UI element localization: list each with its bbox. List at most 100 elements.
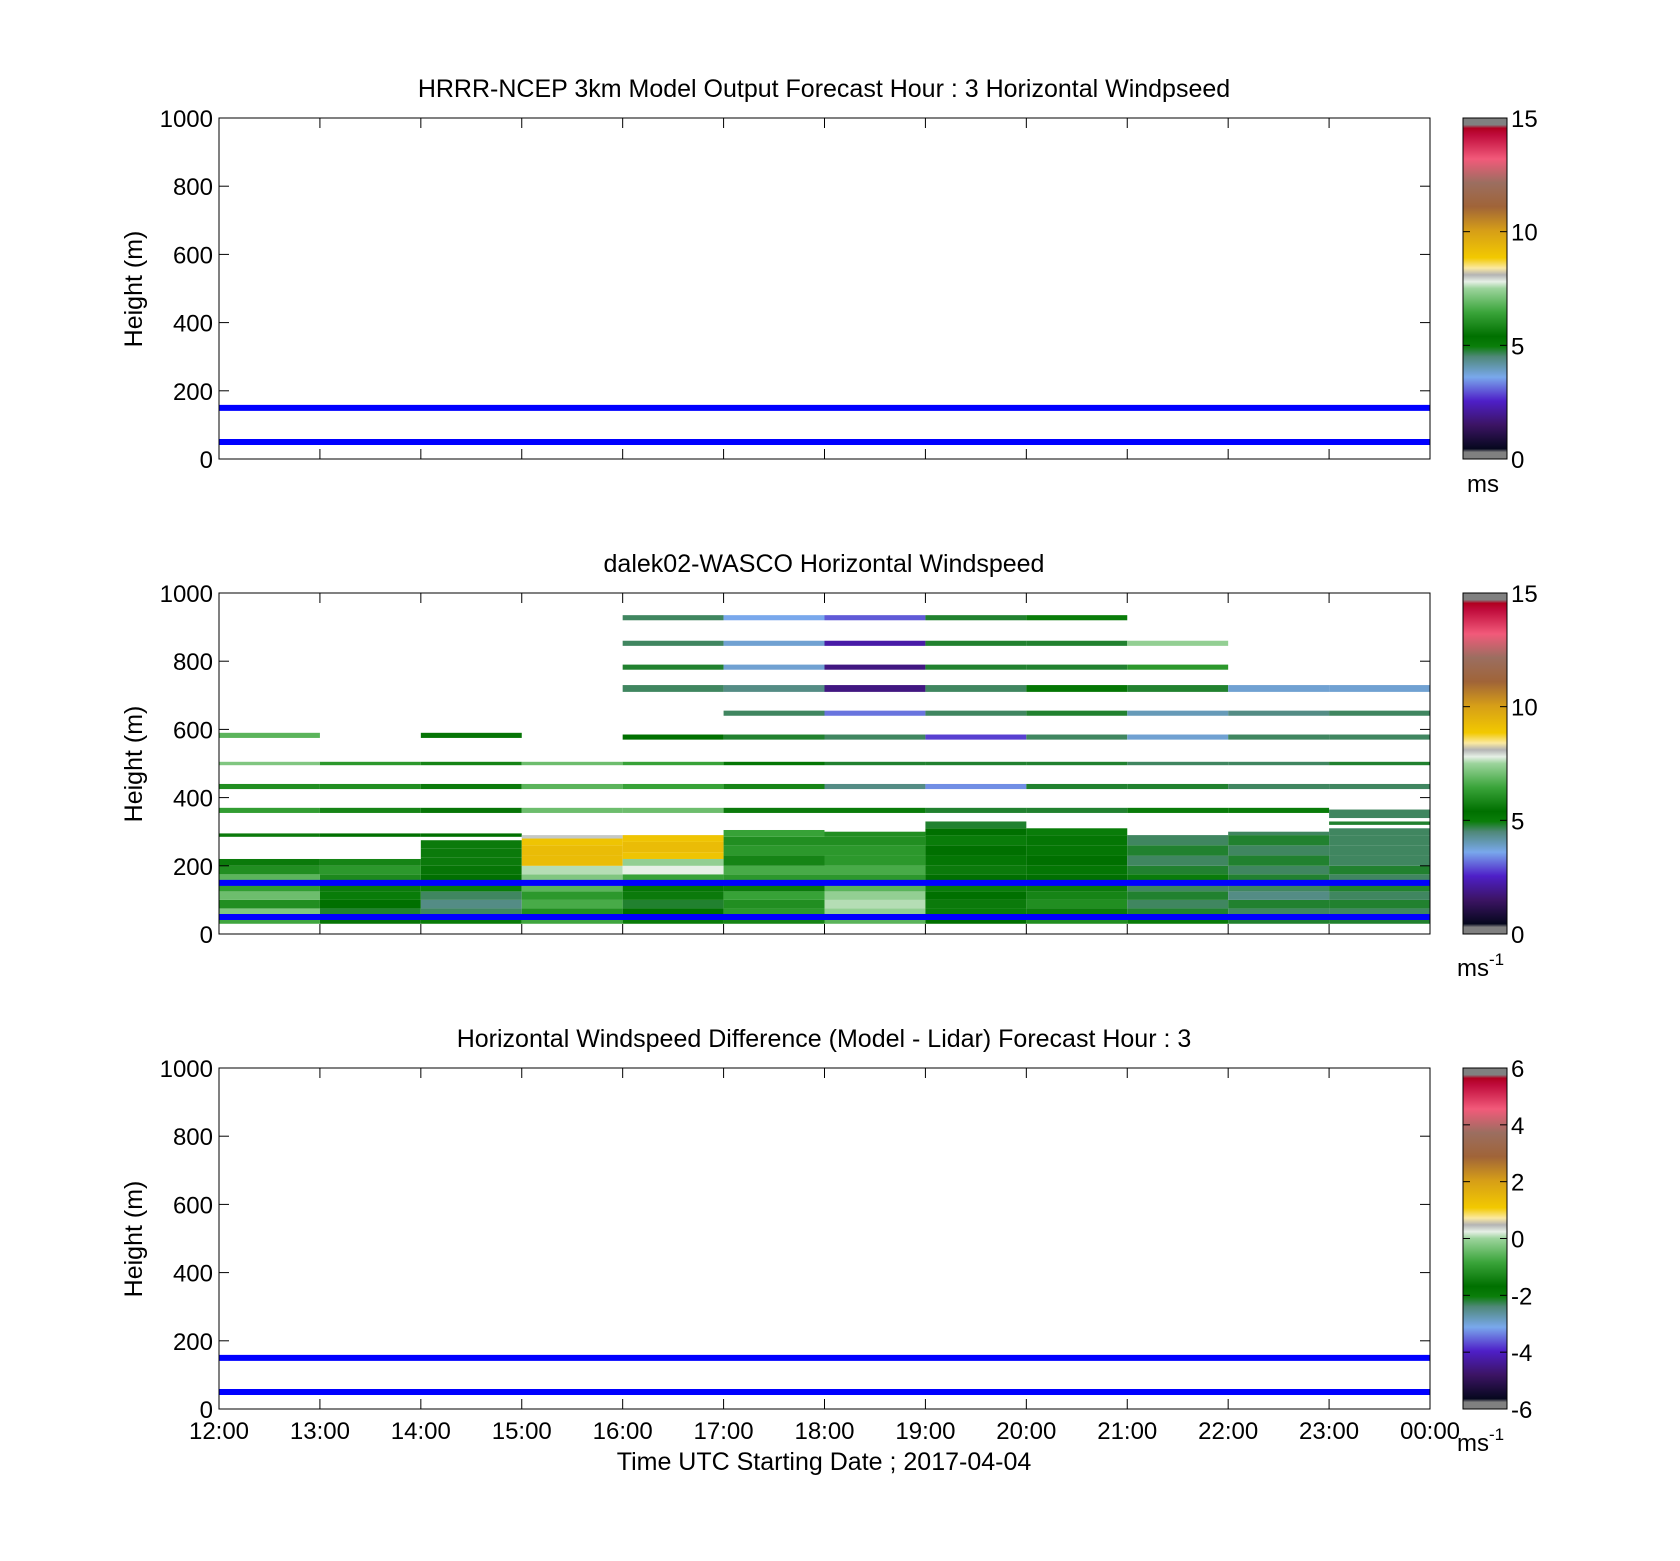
x-tick-label: 17:00 [694,1418,754,1445]
x-tick-label: 23:00 [1299,1418,1359,1445]
heatmap-cell [824,710,926,716]
heatmap-cell [925,899,1027,909]
heatmap-cell [420,874,522,883]
heatmap-cell [521,761,623,766]
heatmap-cell [925,615,1027,621]
heatmap-cell [319,891,421,900]
y-tick-label: 400 [173,786,213,813]
heatmap-cell [420,833,522,837]
heatmap-cell [723,761,825,766]
heatmap-cell [824,783,926,790]
heatmap-cell [622,841,724,853]
heatmap-cell [925,891,1027,900]
y-tick-label: 0 [200,447,213,474]
colorbar-unit-base: ms [1457,955,1489,982]
heatmap-cell [1026,908,1128,917]
heatmap-cell [1329,710,1430,716]
heatmap-cell [521,838,623,846]
heatmap-cell [1228,908,1330,917]
heatmap-cell [319,858,421,866]
heatmap-cell [1026,865,1128,875]
colorbar-tick-label: -4 [1511,1340,1532,1367]
heatmap-cell [420,807,522,813]
heatmap-cell [319,865,421,875]
heatmap-cell [319,908,421,917]
colorbar-unit: ms-1 [1457,950,1504,982]
colorbar-tick-label: 0 [1511,1227,1524,1254]
y-axis-label: Height (m) [120,1181,148,1298]
heatmap-cell [521,882,623,892]
heatmap-cell [521,783,623,790]
heatmap-cell [622,685,724,692]
heatmap-cell [1026,685,1128,692]
heatmap-cell [824,891,926,900]
colorbar-tick-label: 6 [1511,1056,1524,1083]
heatmap-cell [925,865,1027,875]
heatmap-cell [723,855,825,866]
y-tick-label: 200 [173,379,213,406]
y-tick-label: 0 [200,1397,213,1424]
heatmap-cell [723,865,825,875]
heatmap-cell [1329,891,1430,900]
heatmap-cell [420,857,522,866]
colorbar-tick-label: 2 [1511,1170,1524,1197]
colorbar-tick-label: 10 [1511,220,1538,247]
heatmap-cell [1228,882,1330,892]
heatmap-cell [219,858,320,866]
heatmap-cell [420,840,522,849]
heatmap-cell [1228,734,1330,740]
heatmap-cell [824,882,926,892]
heatmap-cell [824,836,926,846]
heatmap-cell [521,845,623,856]
heatmap-cell [420,761,522,766]
y-tick-label: 1000 [160,581,213,608]
heatmap-cell [219,908,320,917]
heatmap-cell [925,828,1027,836]
heatmap-cell [1026,664,1128,670]
heatmap-cell [319,916,421,924]
heatmap-cell [219,899,320,909]
y-axis-ticks: 0 200 400 600 800 1000 [160,106,1430,474]
heatmap-cell [1026,916,1128,924]
heatmap-cell [824,899,926,909]
x-tick-label: 15:00 [492,1418,552,1445]
x-axis-ticks: 12:00 13:00 14:00 15:00 16:00 17:00 18:00 19:00… [189,1068,1460,1445]
panel-difference: Horizontal Windspeed Difference (Model -… [120,1025,1532,1457]
heatmap-cell [1026,783,1128,790]
heatmap-cell [1127,734,1229,740]
heatmap-cell [925,761,1027,766]
heatmap-cell [219,833,320,837]
panel-model-output: HRRR-NCEP 3km Model Output Forecast Hour… [120,75,1538,498]
heatmap-cell [420,916,522,924]
heatmap-cell [1127,664,1229,670]
heatmap-cell [1026,640,1128,646]
heatmap-cells [219,615,1430,924]
heatmap-cell [319,899,421,909]
colorbar-tick-label: -2 [1511,1283,1532,1310]
heatmap-cell [925,908,1027,917]
x-axis-label: Time UTC Starting Date ; 2017-04-04 [617,1448,1032,1476]
heatmap-cell [1329,845,1430,856]
y-tick-label: 1000 [160,106,213,133]
x-axis-ticks [218,118,1431,459]
heatmap-cell [1127,835,1229,846]
x-tick-label: 20:00 [996,1418,1056,1445]
heatmap-cell [1026,855,1128,866]
heatmap-cell [723,807,825,813]
x-axis-ticks [218,593,1431,934]
heatmap-cell [622,865,724,875]
colorbar-tick-label: 15 [1511,106,1538,133]
y-tick-label: 600 [173,1192,213,1219]
heatmap-cell [219,874,320,883]
heatmap-cell [1127,710,1229,716]
heatmap-cell [723,845,825,856]
y-axis-ticks: 0 200 400 600 800 1000 [160,1056,1430,1424]
heatmap-cell [824,916,926,924]
heatmap-cell [420,891,522,900]
heatmap-cell [521,916,623,924]
heatmap-cell [824,855,926,866]
colorbar-tick-label: -6 [1511,1397,1532,1424]
heatmap-cell [219,807,320,813]
heatmap-cell [824,908,926,917]
y-tick-label: 800 [173,1124,213,1151]
